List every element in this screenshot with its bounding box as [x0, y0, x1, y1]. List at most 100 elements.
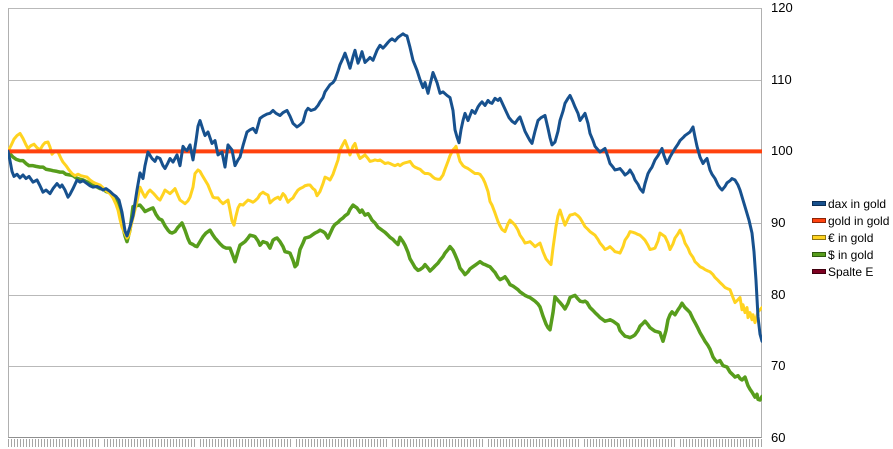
x-axis-tick	[149, 439, 150, 447]
x-axis-tick	[164, 439, 165, 447]
x-axis-tick	[398, 439, 399, 447]
x-axis-tick	[299, 439, 300, 447]
x-axis-tick	[314, 439, 315, 447]
x-axis-tick	[362, 439, 363, 447]
x-axis-tick	[263, 439, 264, 447]
x-axis-tick	[722, 439, 723, 447]
x-axis-tick	[119, 439, 120, 447]
x-axis-tick	[578, 439, 579, 447]
x-axis-tick	[734, 439, 735, 447]
x-axis-tick	[488, 439, 489, 447]
x-axis-tick	[680, 439, 681, 447]
x-axis-tick	[545, 439, 546, 447]
x-axis-tick	[539, 439, 540, 447]
x-axis-tick	[260, 439, 261, 447]
x-axis-tick	[674, 439, 675, 447]
x-axis-tick	[170, 439, 171, 447]
x-axis-tick	[428, 439, 429, 447]
x-axis-tick	[392, 439, 393, 447]
x-axis-tick	[668, 439, 669, 447]
legend: dax in gold gold in gold € in gold $ in gol…	[812, 195, 892, 280]
x-axis-tick	[275, 439, 276, 447]
x-axis-tick	[746, 439, 747, 447]
x-axis-tick	[203, 439, 204, 447]
x-axis-tick	[584, 439, 585, 447]
x-axis-tick	[146, 439, 147, 447]
x-axis-tick	[221, 439, 222, 447]
x-axis-tick	[182, 439, 183, 447]
x-axis-tick	[647, 439, 648, 447]
x-axis-tick	[524, 439, 525, 447]
x-axis-tick	[272, 439, 273, 447]
x-axis-tick	[476, 439, 477, 447]
x-axis-tick	[83, 439, 84, 447]
x-axis-tick	[116, 439, 117, 447]
x-axis-tick	[125, 439, 126, 447]
x-axis-tick	[515, 439, 516, 447]
x-axis-tick	[551, 439, 552, 447]
x-axis-tick	[548, 439, 549, 447]
x-axis-tick	[566, 439, 567, 447]
x-axis-tick	[596, 439, 597, 447]
x-axis-tick	[194, 439, 195, 447]
x-axis-tick	[104, 439, 105, 447]
legend-label: gold in gold	[828, 213, 890, 228]
x-axis-tick	[233, 439, 234, 447]
x-axis-tick	[728, 439, 729, 447]
x-axis-tick	[17, 439, 18, 447]
x-axis-tick	[131, 439, 132, 447]
x-axis-tick	[719, 439, 720, 447]
x-axis-tick	[422, 439, 423, 447]
y-axis-label: 100	[771, 143, 793, 159]
x-axis-tick	[20, 439, 21, 447]
x-axis-tick	[347, 439, 348, 447]
x-axis-tick	[410, 439, 411, 447]
x-axis-tick	[641, 439, 642, 447]
x-axis-tick	[650, 439, 651, 447]
x-axis-tick	[695, 439, 696, 447]
x-axis-tick	[659, 439, 660, 447]
x-axis-tick	[254, 439, 255, 447]
legend-item: $ in gold	[812, 246, 892, 263]
legend-swatch-icon	[812, 201, 826, 206]
x-axis-tick	[92, 439, 93, 447]
x-axis-tick	[464, 439, 465, 447]
x-axis-tick	[230, 439, 231, 447]
x-axis-tick	[530, 439, 531, 447]
x-axis-tick	[368, 439, 369, 447]
x-axis-tick	[500, 439, 501, 447]
x-axis-tick	[449, 439, 450, 447]
x-axis-tick	[110, 439, 111, 447]
x-axis-tick	[53, 439, 54, 447]
legend-item: dax in gold	[812, 195, 892, 212]
x-axis-tick	[188, 439, 189, 447]
x-axis-tick	[305, 439, 306, 447]
x-axis-tick	[311, 439, 312, 447]
x-axis-tick	[482, 439, 483, 447]
x-axis-tick	[542, 439, 543, 447]
series-line-dax in gold	[8, 32, 762, 343]
legend-swatch-icon	[812, 235, 826, 240]
x-axis-tick	[344, 439, 345, 447]
x-axis-tick	[68, 439, 69, 447]
x-axis-tick	[509, 439, 510, 447]
x-axis-tick	[140, 439, 141, 447]
x-axis-tick	[599, 439, 600, 447]
x-axis-tick	[470, 439, 471, 447]
x-axis-tick	[701, 439, 702, 447]
x-axis-tick	[227, 439, 228, 447]
x-axis-tick	[338, 439, 339, 447]
x-axis-tick	[569, 439, 570, 447]
x-axis-tick	[290, 439, 291, 447]
x-axis-tick	[386, 439, 387, 447]
x-axis-tick	[536, 439, 537, 447]
x-axis-tick	[590, 439, 591, 447]
x-axis-tick	[239, 439, 240, 447]
x-axis-tick	[521, 439, 522, 447]
x-axis-tick	[89, 439, 90, 447]
x-axis-tick	[554, 439, 555, 447]
gridline-70	[9, 366, 761, 368]
x-axis-tick	[86, 439, 87, 447]
x-axis-tick	[575, 439, 576, 447]
x-axis-tick	[611, 439, 612, 447]
